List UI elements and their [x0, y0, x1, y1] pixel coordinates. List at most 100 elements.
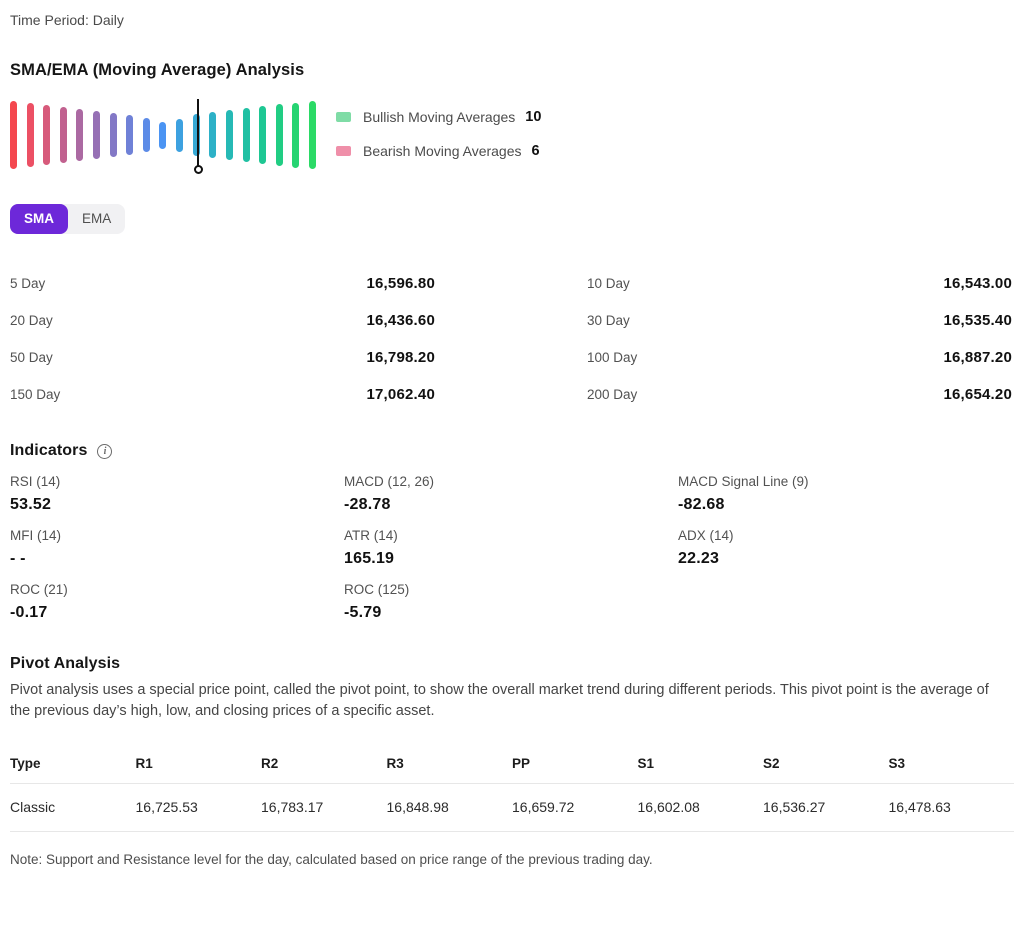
legend-item-bearish: Bearish Moving Averages 6 [336, 141, 541, 161]
pivot-cell: Classic [10, 799, 56, 815]
gauge-bars [10, 95, 316, 175]
sma-toggle-button[interactable]: SMA [10, 204, 68, 234]
pivot-col-r2: R2 [261, 756, 279, 771]
indicator-label: ROC (21) [10, 582, 68, 597]
bearish-label: Bearish Moving Averages [363, 143, 522, 159]
bullish-label: Bullish Moving Averages [363, 109, 516, 125]
ma-row-150day: 150 Day 17,062.40 [10, 386, 435, 410]
indicator-label: ROC (125) [344, 582, 410, 597]
gauge-bar [126, 115, 134, 155]
ma-row-50day: 50 Day 16,798.20 [10, 349, 435, 373]
bullish-count: 10 [525, 109, 542, 125]
pivot-col-r1: R1 [135, 756, 153, 771]
gauge-bar [176, 118, 184, 152]
ma-row-30day: 30 Day 16,535.40 [587, 312, 1012, 336]
pivot-cell: 16,536.27 [763, 799, 826, 815]
pivot-col-s1: S1 [637, 756, 655, 771]
ma-value: 17,062.40 [366, 386, 435, 403]
ma-value: 16,596.80 [366, 275, 435, 292]
pivot-table-row-classic: Classic 16,725.53 16,783.17 16,848.98 16… [10, 784, 1014, 832]
gauge-legend: Bullish Moving Averages 10 Bearish Movin… [336, 93, 541, 175]
pivot-cell: 16,602.08 [637, 799, 700, 815]
indicator-value: -5.79 [344, 604, 382, 621]
ma-label: 100 Day [587, 350, 638, 365]
indicator-atr: ATR (14) 165.19 [344, 528, 678, 568]
gauge-bar [292, 102, 300, 168]
gauge-bar [93, 111, 101, 159]
ma-value: 16,535.40 [943, 312, 1012, 329]
indicator-value: 165.19 [344, 550, 395, 567]
sma-ema-section-title: SMA/EMA (Moving Average) Analysis [10, 61, 305, 79]
pivot-description: Pivot analysis uses a special price poin… [10, 682, 989, 719]
indicators-grid: RSI (14) 53.52 MACD (12, 26) -28.78 MACD… [10, 474, 1014, 622]
ma-label: 50 Day [10, 350, 53, 365]
indicator-label: MACD (12, 26) [344, 474, 435, 489]
ma-label: 20 Day [10, 313, 53, 328]
pivot-table: Type R1 R2 R3 PP S1 S2 S3 Classic 16,725… [10, 756, 1014, 832]
pivot-cell: 16,783.17 [261, 799, 324, 815]
pivot-cell: 16,659.72 [512, 799, 575, 815]
pivot-cell: 16,478.63 [888, 799, 951, 815]
gauge-bar [259, 106, 267, 164]
gauge-bar [209, 112, 217, 158]
moving-average-gauge [10, 93, 316, 181]
gauge-bar [242, 108, 250, 162]
indicator-value: 22.23 [678, 550, 720, 567]
gauge-bar [308, 101, 316, 169]
bearish-swatch [336, 146, 351, 156]
pivot-table-header: Type R1 R2 R3 PP S1 S2 S3 [10, 756, 1014, 784]
indicator-mfi: MFI (14) - - [10, 528, 344, 568]
gauge-bar [142, 118, 150, 152]
indicator-label: ADX (14) [678, 528, 734, 543]
indicator-value: -0.17 [10, 604, 48, 621]
indicator-value: 53.52 [10, 496, 52, 513]
bearish-count: 6 [531, 143, 540, 159]
gauge-bar [59, 107, 67, 163]
ma-value: 16,798.20 [366, 349, 435, 366]
info-icon[interactable]: i [97, 443, 113, 459]
gauge-bar [225, 110, 233, 160]
gauge-bar [10, 101, 17, 169]
indicator-label: RSI (14) [10, 474, 61, 489]
gauge-bar [76, 109, 84, 161]
gauge-bar [109, 113, 117, 157]
indicator-roc21: ROC (21) -0.17 [10, 582, 344, 622]
ma-value: 16,543.00 [943, 275, 1012, 292]
indicator-macd-signal: MACD Signal Line (9) -82.68 [678, 474, 1012, 514]
gauge-needle [197, 99, 199, 167]
ma-row-100day: 100 Day 16,887.20 [587, 349, 1012, 373]
moving-average-gauge-row: Bullish Moving Averages 10 Bearish Movin… [10, 93, 1014, 181]
bullish-swatch [336, 112, 351, 122]
ma-label: 10 Day [587, 276, 630, 291]
gauge-bar [275, 104, 283, 166]
pivot-col-pp: PP [512, 756, 531, 771]
gauge-bar [159, 121, 167, 149]
ma-label: 5 Day [10, 276, 46, 291]
indicators-title: Indicators [10, 442, 88, 459]
indicator-macd: MACD (12, 26) -28.78 [344, 474, 678, 514]
ma-row-20day: 20 Day 16,436.60 [10, 312, 435, 336]
sma-ema-toggle: SMA EMA [10, 204, 126, 234]
pivot-note: Note: Support and Resistance level for t… [10, 852, 653, 867]
ma-label: 200 Day [587, 387, 638, 402]
pivot-col-s2: S2 [763, 756, 780, 771]
moving-average-table: 5 Day 16,596.80 10 Day 16,543.00 20 Day … [10, 275, 1014, 410]
ma-label: 30 Day [587, 313, 630, 328]
gauge-needle-knob [193, 165, 203, 174]
gauge-bar [192, 114, 200, 156]
indicator-label: ATR (14) [344, 528, 398, 543]
pivot-title: Pivot Analysis [10, 655, 121, 672]
pivot-col-r3: R3 [386, 756, 404, 771]
legend-item-bullish: Bullish Moving Averages 10 [336, 107, 541, 127]
pivot-cell: 16,725.53 [135, 799, 198, 815]
ma-value: 16,436.60 [366, 312, 435, 329]
ma-label: 150 Day [10, 387, 61, 402]
ema-toggle-button[interactable]: EMA [68, 204, 125, 234]
indicator-value: - - [10, 550, 26, 567]
gauge-bar [43, 105, 51, 165]
ma-value: 16,654.20 [943, 386, 1012, 403]
pivot-col-s3: S3 [888, 756, 906, 771]
indicator-roc125: ROC (125) -5.79 [344, 582, 678, 622]
indicator-value: -28.78 [344, 496, 391, 513]
ma-value: 16,887.20 [943, 349, 1012, 366]
